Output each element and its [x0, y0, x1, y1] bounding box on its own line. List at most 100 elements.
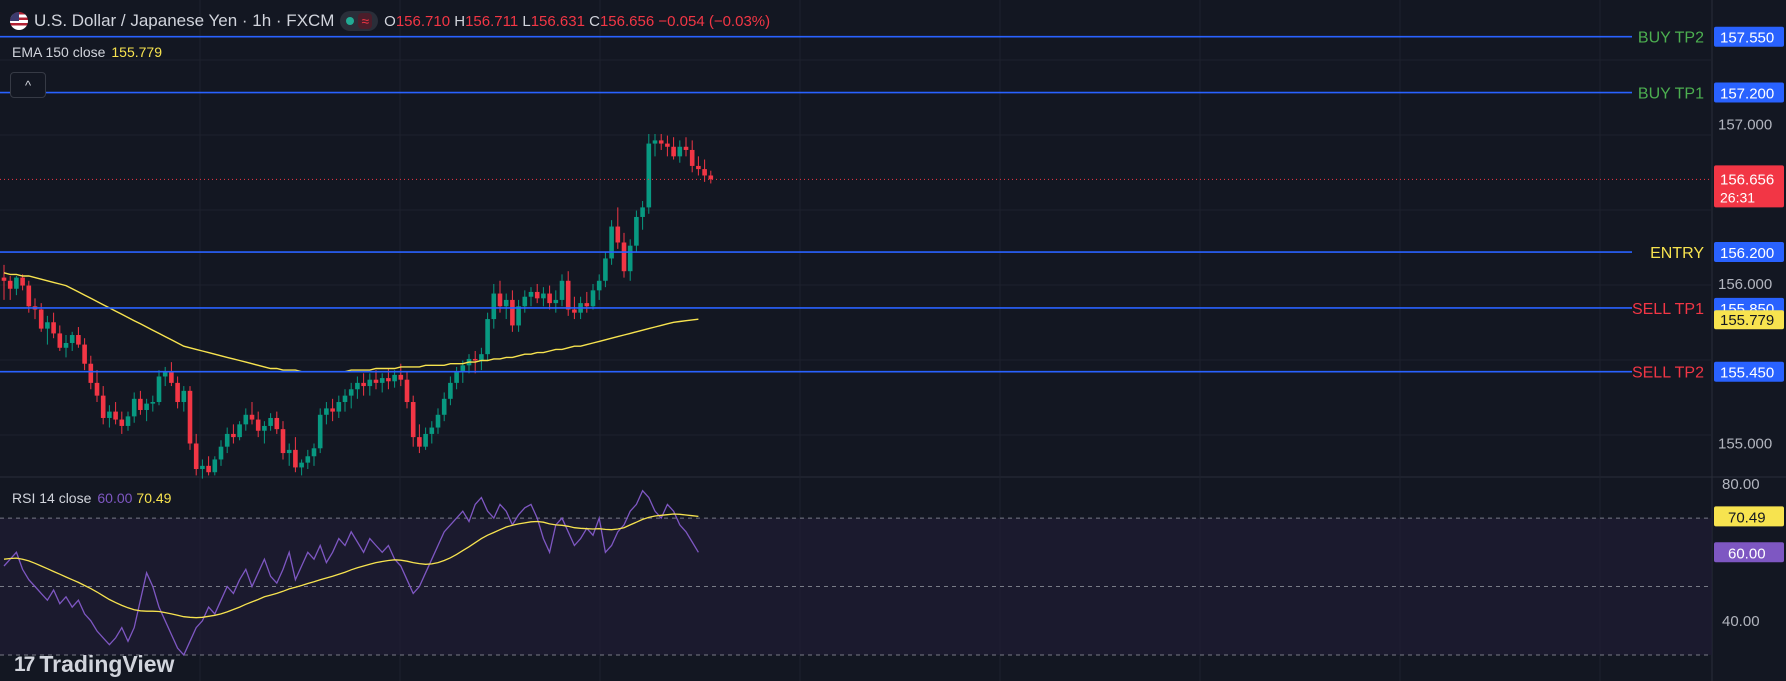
market-open-dot-icon: [346, 17, 355, 25]
level-badge-value: 156.200: [1720, 245, 1774, 262]
candle-body: [212, 459, 218, 473]
candle-body: [435, 414, 441, 428]
candle-body: [596, 280, 602, 291]
tradingview-mark-icon: 17: [14, 652, 35, 676]
low-value: 156.631: [530, 12, 585, 30]
collapse-legend-button[interactable]: ^: [10, 72, 46, 98]
candle-body: [565, 280, 571, 310]
candle-body: [547, 293, 552, 304]
tradingview-logo[interactable]: 17 TradingView: [14, 651, 174, 678]
candle-body: [609, 226, 614, 259]
candle-body: [386, 378, 391, 382]
last-price-badge: [1714, 165, 1784, 208]
us-flag-icon: [10, 12, 28, 30]
candle-body: [510, 299, 515, 326]
candle-body: [299, 462, 304, 468]
candle-body: [336, 402, 342, 412]
rsi-badge: [1714, 542, 1784, 563]
level-badge-value: 155.450: [1720, 365, 1774, 382]
rsi-legend-label: RSI 14 close: [12, 490, 92, 506]
candle-body: [162, 371, 168, 377]
candle-body: [305, 456, 311, 463]
rsi-axis-tick: 80.00: [1722, 476, 1760, 493]
candle-body: [156, 376, 162, 403]
level-badge-value: 157.200: [1720, 86, 1774, 103]
ema-line: [3, 272, 699, 373]
candle-body: [491, 293, 497, 320]
candle-body: [404, 379, 410, 403]
ema-legend[interactable]: EMA 150 close 155.779: [12, 44, 162, 60]
rsi-badge-value: 70.49: [1728, 509, 1766, 526]
last-price-value: 156.656: [1720, 171, 1774, 188]
candle-body: [671, 146, 676, 157]
candle-body: [138, 398, 143, 410]
symbol-title[interactable]: U.S. Dollar / Japanese Yen · 1h · FXCM: [34, 11, 335, 30]
level-badge: [1714, 361, 1784, 382]
chevron-up-icon: ^: [24, 77, 32, 93]
candle-body: [125, 416, 131, 426]
candle-body: [342, 395, 348, 403]
candle-body: [516, 306, 521, 326]
change-value: −0.054 (−0.03%): [658, 12, 771, 30]
candle-body: [51, 322, 56, 334]
price-axis-tick: 155.000: [1718, 435, 1772, 452]
candle-body: [82, 344, 87, 364]
candle-body: [460, 365, 466, 372]
ema-badge: [1714, 310, 1784, 330]
candle-body: [1, 277, 7, 281]
rsi-legend-value-b: 70.49: [136, 490, 172, 506]
high-label: H: [454, 12, 466, 30]
low-label: L: [522, 12, 531, 30]
high-value: 156.711: [465, 12, 519, 30]
candle-body: [262, 425, 267, 431]
candle-body: [268, 417, 273, 426]
candle-body: [76, 335, 81, 345]
candle-body: [131, 398, 137, 417]
rsi-legend-value-a: 60.00: [97, 490, 133, 506]
candle-body: [392, 374, 397, 382]
candle-body: [677, 146, 683, 157]
open-value: 156.710: [395, 12, 451, 30]
candle-body: [658, 140, 664, 144]
candle-body: [63, 342, 69, 348]
rsi-legend[interactable]: RSI 14 close 60.00 70.49: [12, 490, 171, 506]
candle-body: [119, 419, 125, 426]
level-badge-value: 157.550: [1720, 30, 1774, 47]
candle-body: [479, 354, 484, 361]
symbol-header[interactable]: U.S. Dollar / Japanese Yen · 1h · FXCM ≈…: [10, 10, 770, 32]
candle-body: [534, 291, 540, 299]
candle-body: [572, 309, 577, 313]
market-status-pill[interactable]: ≈: [340, 11, 379, 31]
candle-body: [324, 408, 329, 415]
ema-badge-value: 155.779: [1720, 312, 1774, 329]
candle-body: [206, 465, 211, 473]
candle-body: [274, 417, 280, 430]
candle-body: [181, 390, 187, 403]
candle-body: [454, 371, 459, 383]
candle-body: [38, 309, 44, 329]
candle-body: [231, 433, 236, 438]
candle-body: [367, 379, 373, 387]
candle-body: [355, 382, 360, 390]
ema-legend-label: EMA 150 close: [12, 44, 106, 60]
level-label: ENTRY: [1650, 245, 1704, 262]
rsi-badge-value: 60.00: [1728, 545, 1766, 562]
ema-legend-value: 155.779: [111, 44, 162, 60]
candle-body: [503, 299, 509, 307]
candle-body: [26, 285, 32, 307]
candle-body: [646, 143, 652, 208]
candle-body: [200, 465, 205, 470]
price-axis-tick: 157.000: [1718, 116, 1772, 133]
candle-body: [249, 414, 255, 420]
candle-body: [683, 146, 689, 150]
candle-body: [417, 437, 422, 447]
candle-body: [169, 371, 174, 383]
candle-body: [553, 299, 559, 304]
ohlc-readout: O156.710 H156.711 L156.631 C156.656 −0.0…: [384, 13, 770, 30]
level-badge: [1714, 26, 1784, 47]
candle-body: [702, 169, 707, 176]
candle-body: [640, 207, 645, 217]
rsi-ma-line: [3, 513, 699, 619]
close-label: C: [589, 12, 600, 30]
